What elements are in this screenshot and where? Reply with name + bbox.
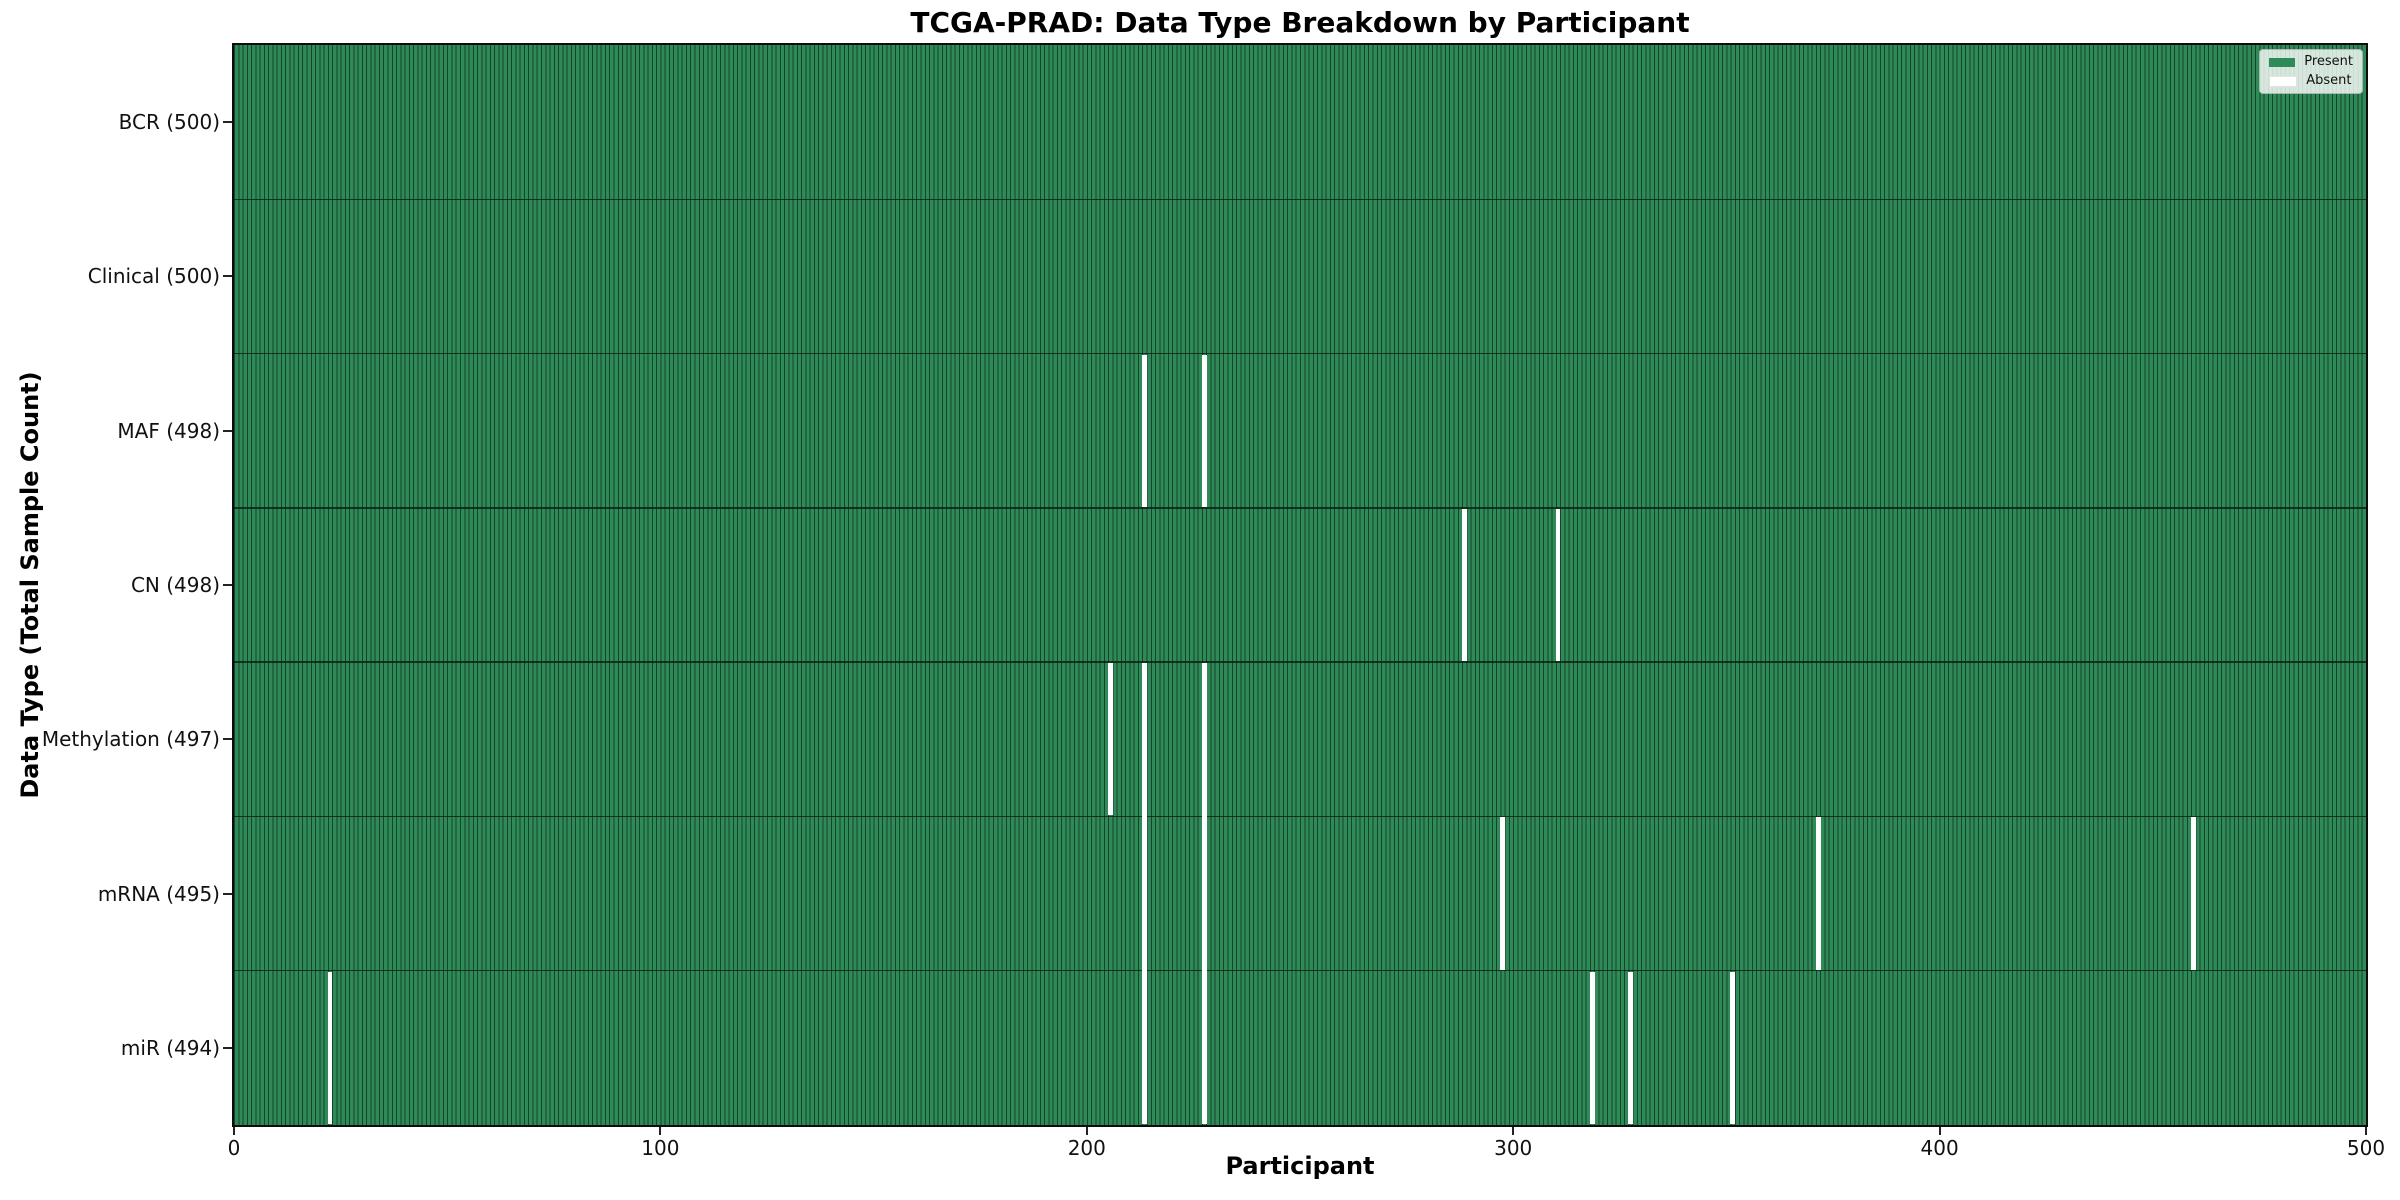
legend-absent-label: Absent — [2306, 73, 2352, 88]
row-miR — [234, 971, 2366, 1125]
row-Methylation — [234, 662, 2366, 816]
row-separator — [234, 198, 2366, 201]
y-tick-mark — [223, 584, 232, 586]
absent-cell — [1628, 971, 1633, 1124]
absent-cell — [1589, 971, 1595, 1124]
absent-cell — [1461, 508, 1467, 662]
row-mRNA — [234, 816, 2366, 970]
absent-cell — [1107, 663, 1113, 816]
y-tick-mark — [223, 429, 232, 432]
y-tick-mark — [223, 275, 232, 278]
row-Clinical — [234, 199, 2366, 353]
x-tick-mark — [1938, 1127, 1941, 1135]
row-separator — [234, 815, 2366, 818]
legend-present-label: Present — [2304, 54, 2353, 69]
x-tick-label: 400 — [1920, 1136, 1959, 1160]
x-tick-label: 100 — [641, 1136, 680, 1160]
absent-cell — [1730, 971, 1736, 1124]
x-tick-mark — [1512, 1127, 1515, 1135]
absent-cell — [1141, 663, 1147, 1124]
row-separator — [234, 661, 2366, 663]
y-tick-label-mRNA: mRNA (495) — [97, 881, 220, 906]
x-tick-mark — [1085, 1127, 1088, 1135]
present-swatch-icon — [2269, 57, 2296, 67]
row-separator — [234, 352, 2366, 355]
y-tick-label-BCR: BCR (500) — [118, 110, 220, 135]
legend-item-present: Present — [2269, 55, 2353, 69]
x-tick-mark — [233, 1127, 235, 1135]
y-tick-label-CN: CN (498) — [130, 573, 220, 597]
legend-item-absent: Absent — [2269, 74, 2353, 88]
absent-cell — [1815, 817, 1821, 970]
row-CN — [234, 508, 2366, 662]
absent-cell — [1555, 508, 1561, 662]
chart-title: TCGA-PRAD: Data Type Breakdown by Partic… — [910, 6, 1690, 39]
legend: Present Absent — [2259, 49, 2363, 94]
y-tick-mark — [223, 1046, 232, 1049]
row-separator — [234, 507, 2366, 509]
x-tick-label: 200 — [1067, 1136, 1106, 1160]
x-tick-mark — [2365, 1127, 2367, 1135]
absent-cell — [1500, 817, 1505, 970]
absent-cell — [1141, 354, 1147, 507]
x-axis-label: Participant — [1225, 1152, 1375, 1180]
x-tick-label: 300 — [1494, 1136, 1533, 1160]
x-tick-label: 0 — [227, 1136, 241, 1160]
y-tick-label-miR: miR (494) — [120, 1035, 220, 1060]
absent-cell — [1201, 354, 1207, 507]
y-tick-label-Methylation: Methylation (497) — [41, 727, 220, 752]
row-MAF — [234, 354, 2366, 508]
x-tick-mark — [659, 1127, 662, 1135]
y-tick-mark — [223, 738, 232, 741]
absent-cell — [2190, 817, 2196, 970]
row-BCR — [234, 45, 2366, 199]
absent-cell — [1201, 663, 1207, 1124]
absent-cell — [327, 971, 333, 1124]
y-tick-mark — [223, 121, 232, 124]
absent-swatch-icon — [2269, 75, 2298, 87]
plot-area — [232, 43, 2368, 1127]
y-tick-label-Clinical: Clinical (500) — [87, 264, 220, 289]
y-tick-mark — [223, 892, 232, 895]
x-tick-label: 500 — [2346, 1136, 2386, 1160]
y-tick-label-MAF: MAF (498) — [117, 418, 220, 443]
row-separator — [234, 969, 2366, 972]
